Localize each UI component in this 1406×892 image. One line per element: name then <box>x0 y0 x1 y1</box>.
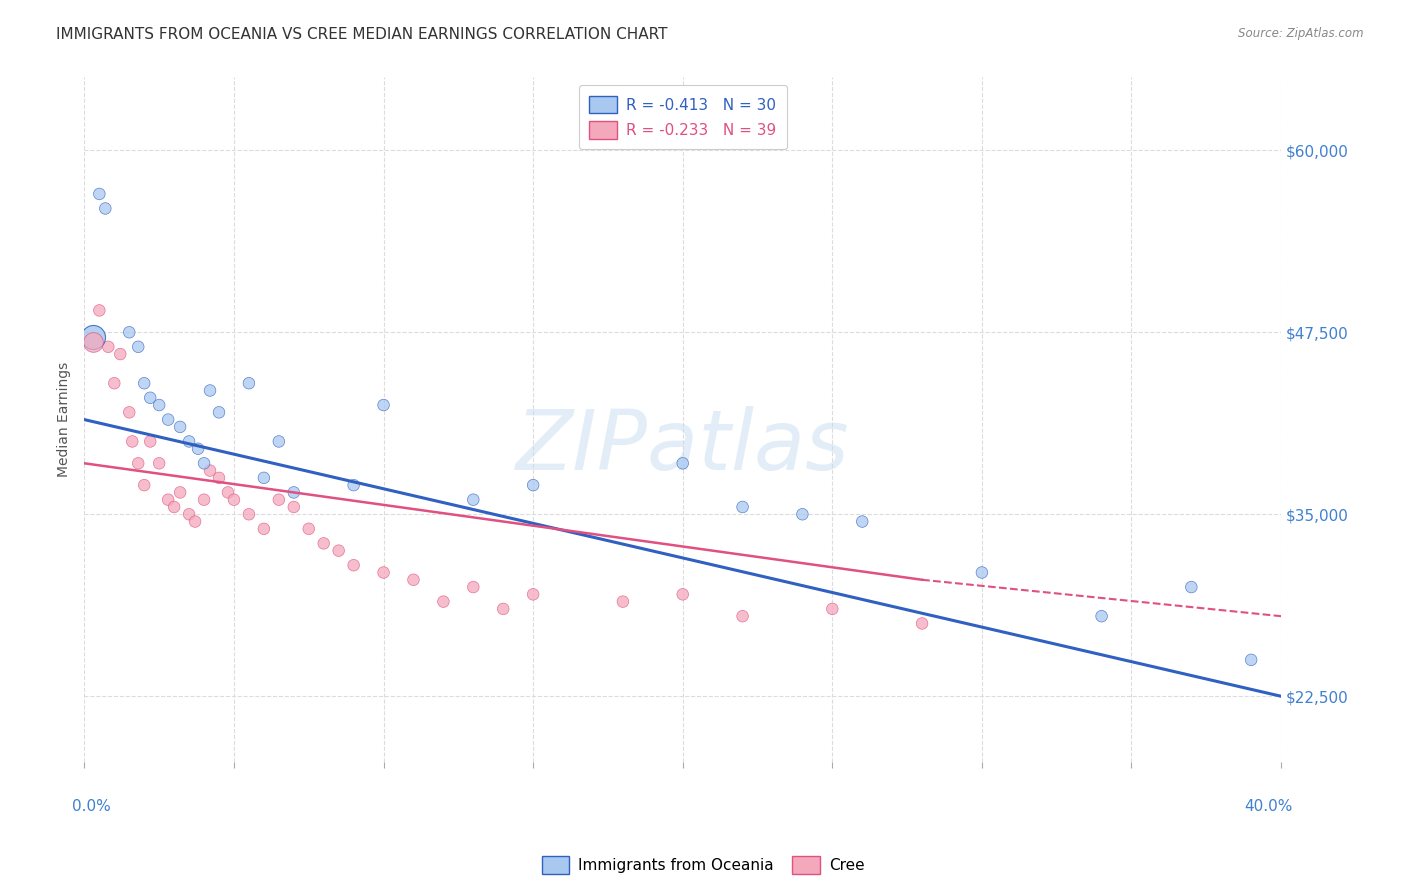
Point <box>238 508 260 522</box>
Point <box>1090 609 1112 624</box>
Point <box>89 303 111 318</box>
Point <box>148 456 170 470</box>
Point <box>298 522 321 536</box>
Point <box>343 478 366 492</box>
Legend: R = -0.413   N = 30, R = -0.233   N = 39: R = -0.413 N = 30, R = -0.233 N = 39 <box>579 85 787 149</box>
Point <box>283 485 305 500</box>
Point <box>1240 653 1263 667</box>
Point <box>851 515 873 529</box>
Point <box>118 325 141 339</box>
Text: ZIPatlas: ZIPatlas <box>516 407 849 488</box>
Point <box>217 485 239 500</box>
Point <box>463 580 485 594</box>
Point <box>911 616 934 631</box>
Point <box>432 594 454 608</box>
Point <box>792 508 814 522</box>
Point <box>208 471 231 485</box>
Point <box>492 602 515 616</box>
Point <box>103 376 125 391</box>
Point <box>373 398 395 412</box>
Text: IMMIGRANTS FROM OCEANIA VS CREE MEDIAN EARNINGS CORRELATION CHART: IMMIGRANTS FROM OCEANIA VS CREE MEDIAN E… <box>56 27 668 42</box>
Point <box>169 420 191 434</box>
Point <box>97 340 120 354</box>
Point <box>157 412 180 426</box>
Point <box>187 442 209 456</box>
Point <box>163 500 186 514</box>
Point <box>253 471 276 485</box>
Point <box>970 566 993 580</box>
Point <box>208 405 231 419</box>
Point <box>463 492 485 507</box>
Point <box>157 492 180 507</box>
Point <box>612 594 634 608</box>
Y-axis label: Median Earnings: Median Earnings <box>58 362 72 477</box>
Point <box>139 391 162 405</box>
Point <box>672 456 695 470</box>
Point <box>373 566 395 580</box>
Point <box>522 587 544 601</box>
Point <box>193 492 215 507</box>
Point <box>134 376 156 391</box>
Point <box>238 376 260 391</box>
Point <box>82 335 104 350</box>
Point <box>177 508 200 522</box>
Point <box>821 602 844 616</box>
Point <box>222 492 245 507</box>
Point <box>184 515 207 529</box>
Point <box>127 456 149 470</box>
Point <box>731 500 754 514</box>
Point <box>267 434 290 449</box>
Point <box>89 186 111 201</box>
Point <box>82 329 104 343</box>
Point <box>343 558 366 573</box>
Point <box>672 587 695 601</box>
Point <box>198 464 221 478</box>
Point <box>148 398 170 412</box>
Point <box>283 500 305 514</box>
Point <box>731 609 754 624</box>
Point <box>253 522 276 536</box>
Point <box>402 573 425 587</box>
Point <box>127 340 149 354</box>
Point <box>110 347 132 361</box>
Point <box>312 536 335 550</box>
Point <box>121 434 143 449</box>
Point <box>1180 580 1202 594</box>
Text: 40.0%: 40.0% <box>1244 799 1294 814</box>
Legend: Immigrants from Oceania, Cree: Immigrants from Oceania, Cree <box>536 850 870 880</box>
Point <box>139 434 162 449</box>
Point <box>522 478 544 492</box>
Point <box>118 405 141 419</box>
Point <box>267 492 290 507</box>
Point <box>169 485 191 500</box>
Point <box>94 202 117 216</box>
Text: 0.0%: 0.0% <box>72 799 111 814</box>
Point <box>193 456 215 470</box>
Point <box>177 434 200 449</box>
Text: Source: ZipAtlas.com: Source: ZipAtlas.com <box>1239 27 1364 40</box>
Point <box>198 384 221 398</box>
Point <box>134 478 156 492</box>
Point <box>328 543 350 558</box>
